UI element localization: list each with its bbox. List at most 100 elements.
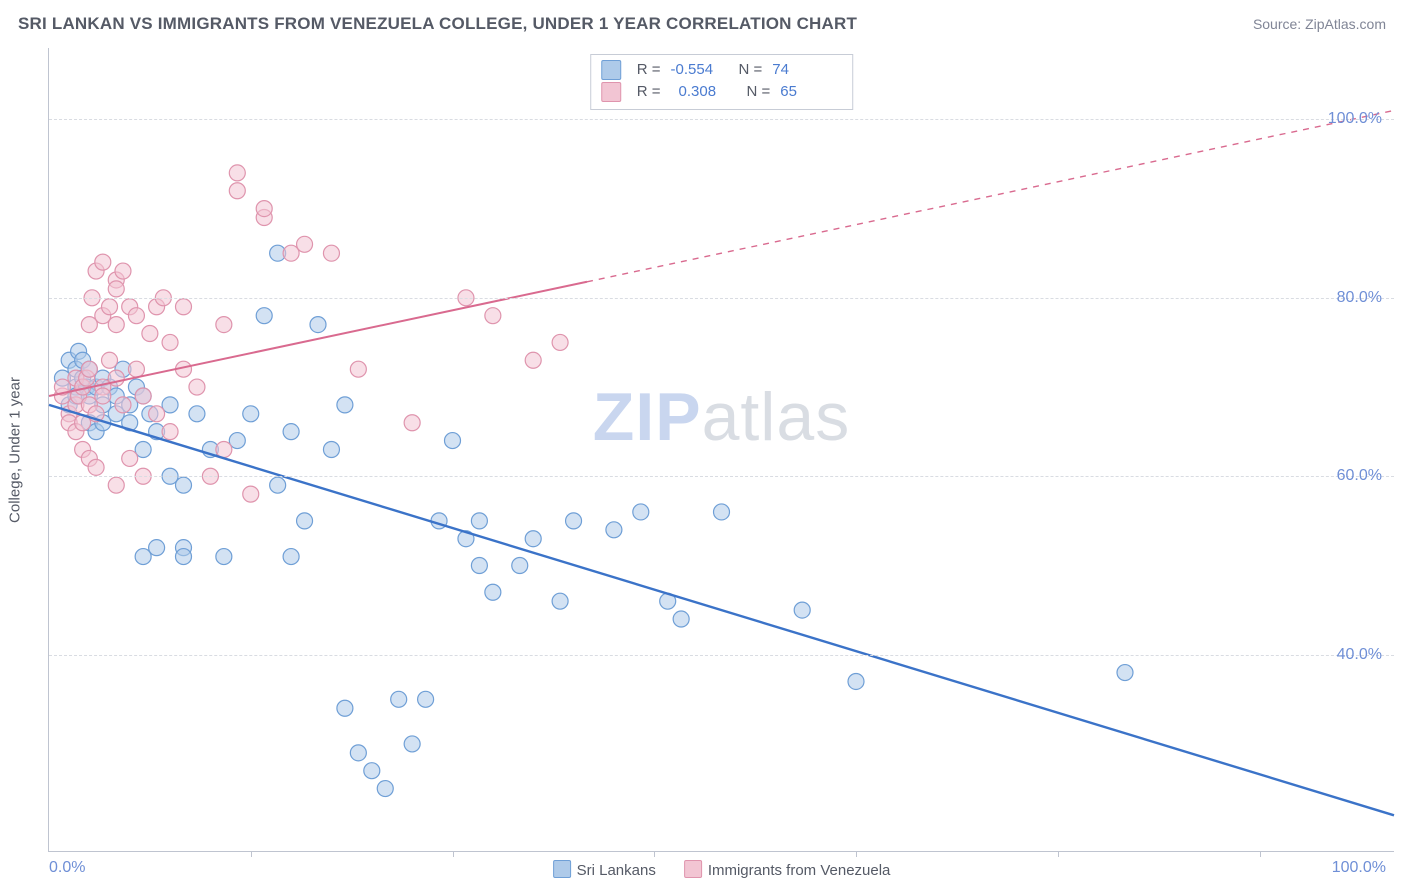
data-point-sri <box>471 557 487 573</box>
data-point-ven <box>189 379 205 395</box>
data-point-sri <box>350 745 366 761</box>
data-point-ven <box>122 450 138 466</box>
data-point-sri <box>176 549 192 565</box>
source-link[interactable]: ZipAtlas.com <box>1305 16 1386 32</box>
data-point-ven <box>243 486 259 502</box>
source-prefix: Source: <box>1253 16 1305 32</box>
trend-line-sri <box>49 405 1394 815</box>
data-point-sri <box>485 584 501 600</box>
trend-line-ven-dashed <box>587 110 1394 281</box>
data-point-ven <box>108 281 124 297</box>
data-point-sri <box>283 549 299 565</box>
data-point-sri <box>216 549 232 565</box>
data-point-ven <box>176 299 192 315</box>
data-point-ven <box>229 165 245 181</box>
data-point-ven <box>135 388 151 404</box>
data-point-sri <box>149 540 165 556</box>
source-label: Source: ZipAtlas.com <box>1253 16 1386 32</box>
legend-item-ven: Immigrants from Venezuela <box>684 860 891 879</box>
xtick <box>1058 851 1059 857</box>
data-point-ven <box>216 317 232 333</box>
bottom-legend: Sri Lankans Immigrants from Venezuela <box>553 860 891 879</box>
data-point-sri <box>606 522 622 538</box>
data-point-ven <box>115 397 131 413</box>
data-point-ven <box>108 477 124 493</box>
data-point-ven <box>525 352 541 368</box>
data-point-ven <box>229 183 245 199</box>
xtick <box>654 851 655 857</box>
data-point-sri <box>714 504 730 520</box>
data-point-sri <box>283 424 299 440</box>
legend-label-sri: Sri Lankans <box>577 862 656 879</box>
xtick <box>1260 851 1261 857</box>
data-point-ven <box>323 245 339 261</box>
data-point-ven <box>108 317 124 333</box>
swatch-sri-bottom <box>553 860 571 878</box>
data-point-ven <box>297 236 313 252</box>
data-point-ven <box>102 352 118 368</box>
data-point-sri <box>525 531 541 547</box>
ytick-label: 100.0% <box>1328 110 1382 128</box>
data-point-sri <box>310 317 326 333</box>
data-point-sri <box>673 611 689 627</box>
xtick <box>856 851 857 857</box>
data-point-sri <box>848 673 864 689</box>
xtick <box>251 851 252 857</box>
gridline <box>49 298 1394 299</box>
data-point-sri <box>337 397 353 413</box>
swatch-ven-bottom <box>684 860 702 878</box>
legend-label-ven: Immigrants from Venezuela <box>708 862 891 879</box>
data-point-ven <box>404 415 420 431</box>
data-point-sri <box>391 691 407 707</box>
data-point-ven <box>95 388 111 404</box>
data-point-sri <box>176 477 192 493</box>
x-origin-label: 0.0% <box>49 859 85 877</box>
data-point-sri <box>364 763 380 779</box>
x-max-label: 100.0% <box>1332 859 1386 877</box>
data-point-sri <box>243 406 259 422</box>
data-point-sri <box>323 442 339 458</box>
ytick-label: 60.0% <box>1337 467 1382 485</box>
data-point-sri <box>337 700 353 716</box>
data-point-ven <box>88 459 104 475</box>
page-title: SRI LANKAN VS IMMIGRANTS FROM VENEZUELA … <box>18 14 857 34</box>
data-point-ven <box>256 201 272 217</box>
plot-svg <box>49 48 1394 851</box>
data-point-sri <box>633 504 649 520</box>
data-point-sri <box>418 691 434 707</box>
data-point-sri <box>189 406 205 422</box>
data-point-sri <box>445 433 461 449</box>
scatter-plot: College, Under 1 year ZIPatlas R = -0.55… <box>48 48 1394 852</box>
data-point-ven <box>128 308 144 324</box>
gridline <box>49 119 1394 120</box>
data-point-ven <box>162 424 178 440</box>
data-point-sri <box>512 557 528 573</box>
data-point-sri <box>404 736 420 752</box>
gridline <box>49 655 1394 656</box>
data-point-ven <box>162 334 178 350</box>
data-point-sri <box>566 513 582 529</box>
data-point-ven <box>128 361 144 377</box>
data-point-sri <box>377 781 393 797</box>
data-point-sri <box>471 513 487 529</box>
data-point-ven <box>95 254 111 270</box>
data-point-ven <box>216 442 232 458</box>
data-point-sri <box>794 602 810 618</box>
data-point-ven <box>485 308 501 324</box>
data-point-sri <box>297 513 313 529</box>
data-point-ven <box>115 263 131 279</box>
data-point-ven <box>149 406 165 422</box>
data-point-ven <box>142 326 158 342</box>
data-point-ven <box>350 361 366 377</box>
data-point-ven <box>552 334 568 350</box>
ytick-label: 40.0% <box>1337 646 1382 664</box>
data-point-ven <box>81 361 97 377</box>
data-point-sri <box>270 477 286 493</box>
legend-item-sri: Sri Lankans <box>553 860 656 879</box>
data-point-sri <box>1117 665 1133 681</box>
ytick-label: 80.0% <box>1337 289 1382 307</box>
xtick <box>453 851 454 857</box>
data-point-sri <box>256 308 272 324</box>
y-axis-label: College, Under 1 year <box>7 377 24 523</box>
data-point-sri <box>552 593 568 609</box>
